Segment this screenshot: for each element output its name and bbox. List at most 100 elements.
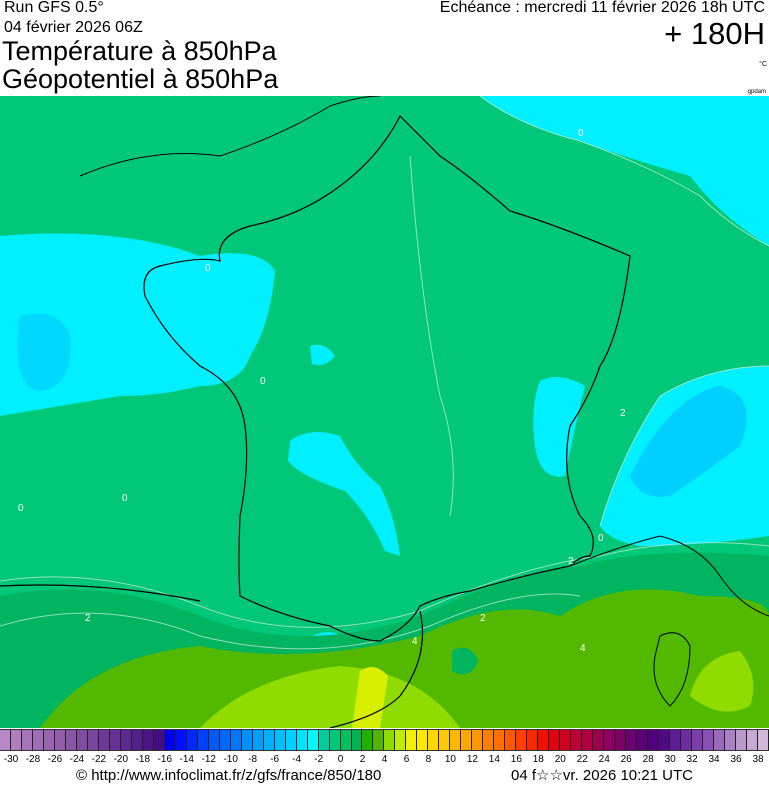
color-scale-cell (692, 730, 703, 750)
contour-label: 2 (620, 408, 626, 419)
cold-area-paris (310, 344, 335, 365)
color-scale-cell (340, 730, 352, 750)
contour-label: 0 (205, 263, 211, 274)
contour-label: 4 (580, 643, 586, 654)
color-scale-label: 14 (488, 754, 500, 765)
contour-label: 2 (85, 613, 91, 624)
coastline-england (79, 96, 381, 177)
color-scale-cell (549, 730, 561, 750)
color-scale-cell (472, 730, 484, 750)
contour-label: 0 (122, 493, 128, 504)
color-scale-label: -14 (179, 754, 194, 765)
cold-area-center (288, 432, 400, 556)
coastline-spain (0, 584, 424, 728)
corsica (653, 632, 691, 707)
contour-label: 4 (412, 636, 418, 647)
color-scale-label: 38 (752, 754, 764, 765)
color-scale-cell (252, 730, 264, 750)
color-scale-label: -6 (270, 754, 280, 765)
contour-label: 2 (480, 613, 486, 624)
color-scale-label: 28 (642, 754, 654, 765)
isotherms (0, 96, 769, 650)
color-scale-cell (120, 730, 132, 750)
cold-core-east (630, 386, 747, 497)
color-scale-cell (274, 730, 286, 750)
color-scale-cell (516, 730, 528, 750)
color-scale-cell (285, 730, 297, 750)
generation-time: 04 f☆☆vr. 2026 10:21 UTC (511, 767, 693, 784)
color-scale-cell (461, 730, 473, 750)
color-scale-label: -16 (157, 754, 173, 765)
color-scale-label: 34 (708, 754, 720, 765)
color-scale-cell (483, 730, 495, 750)
color-scale (0, 729, 769, 751)
color-scale-cell (637, 730, 649, 750)
color-scale-cell (527, 730, 539, 750)
contour-label: 0 (18, 503, 24, 514)
color-scale-cell (757, 730, 769, 750)
color-scale-label: -2 (314, 754, 324, 765)
color-scale-cell (43, 730, 55, 750)
color-scale-cell (32, 730, 44, 750)
color-scale-cell (175, 730, 187, 750)
color-scale-label: -4 (292, 754, 302, 765)
color-scale-label: -22 (91, 754, 107, 765)
color-scale-cell (724, 730, 736, 750)
cold-core-west (17, 313, 71, 391)
run-date: 04 février 2026 06Z (4, 19, 143, 36)
color-scale-label: 12 (466, 754, 478, 765)
color-scale-cell (494, 730, 506, 750)
lead-time: + 180H (664, 16, 765, 51)
warm-area-corsica (690, 651, 754, 712)
color-scale-cell (318, 730, 330, 750)
color-scale-cell (439, 730, 451, 750)
color-scale-cell (582, 730, 594, 750)
color-scale-cell (329, 730, 341, 750)
warm-core-yellow (352, 667, 388, 728)
color-scale-cell (648, 730, 660, 750)
color-scale-cell (604, 730, 616, 750)
source-url[interactable]: © http://www.infoclimat.fr/z/gfs/france/… (76, 767, 382, 784)
color-scale-cell (571, 730, 583, 750)
color-scale-label: 4 (381, 754, 388, 765)
color-scale-cell (219, 730, 231, 750)
cold-area-alps (533, 377, 585, 477)
color-scale-label: 30 (664, 754, 676, 765)
color-scale-label: -26 (47, 754, 63, 765)
color-scale-cell (65, 730, 77, 750)
color-scale-cell (746, 730, 758, 750)
color-scale-cell (186, 730, 198, 750)
temperature-map[interactable]: 0 0 0 0 0 0 2 2 2 2 4 4 (0, 96, 769, 728)
color-scale-cell (164, 730, 176, 750)
color-scale-cell (21, 730, 33, 750)
color-scale-cell (450, 730, 462, 750)
cold-area-northeast (480, 96, 769, 246)
color-scale-cell (351, 730, 363, 750)
contour-label: 0 (578, 128, 584, 139)
credit-label: gpdam (747, 89, 766, 95)
color-scale-cell (263, 730, 275, 750)
color-scale-cell (395, 730, 407, 750)
title-temperature: Température à 850hPa (2, 36, 277, 66)
color-scale-cell (593, 730, 605, 750)
color-scale-cell (10, 730, 22, 750)
warm-area-spain (40, 589, 769, 728)
color-scale-cell (735, 730, 747, 750)
coastline-france (143, 114, 631, 642)
color-scale-cell (109, 730, 121, 750)
run-label: Run GFS 0.5° (4, 0, 104, 16)
color-scale-label: -8 (248, 754, 258, 765)
color-scale-label: 24 (598, 754, 610, 765)
color-scale-cell (384, 730, 396, 750)
contour-label: 0 (260, 376, 266, 387)
contour-label: 2 (568, 556, 574, 567)
color-scale-cell (208, 730, 220, 750)
color-scale-cell (703, 730, 714, 750)
coastline-italy (569, 535, 769, 617)
color-scale-cell (362, 730, 374, 750)
color-scale-label: 10 (444, 754, 456, 765)
color-scale-label: -30 (3, 754, 19, 765)
color-scale-label: -24 (69, 754, 85, 765)
color-scale-cell (153, 730, 165, 750)
color-scale-label: -12 (201, 754, 216, 765)
